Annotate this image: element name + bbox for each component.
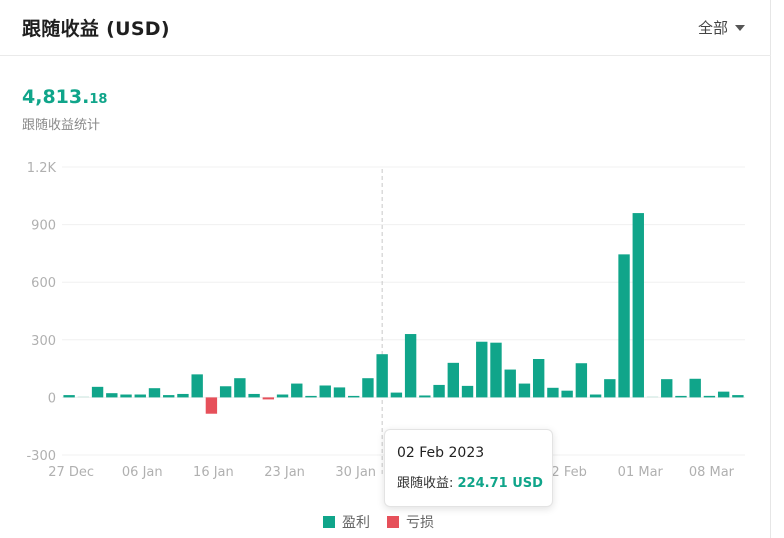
legend-label-loss: 亏损 <box>406 515 434 531</box>
profit-bar <box>376 354 388 398</box>
profit-bar <box>518 383 531 398</box>
loss-bar <box>262 397 275 400</box>
zero-bar <box>77 396 90 398</box>
total-earnings-value: 4,813.18 <box>22 86 107 108</box>
y-tick-label: 900 <box>31 219 56 234</box>
profit-bar <box>561 390 573 398</box>
profit-bar <box>163 395 175 398</box>
profit-bar <box>661 379 673 398</box>
profit-bar <box>589 394 602 398</box>
profit-bar <box>404 334 417 398</box>
profit-bar <box>632 213 644 398</box>
loss-bar <box>205 397 218 414</box>
legend-item-loss[interactable]: 亏损 <box>387 512 434 532</box>
profit-bar <box>319 385 331 398</box>
profit-bar <box>219 386 232 398</box>
profit-bar <box>248 393 260 398</box>
x-tick-label: 27 Dec <box>48 465 94 480</box>
x-tick-label: 30 Jan <box>335 465 376 480</box>
caret-down-icon <box>735 24 745 31</box>
profit-bar <box>604 379 616 398</box>
profit-bar <box>461 385 474 398</box>
legend-label-profit: 盈利 <box>342 515 370 531</box>
legend-item-profit[interactable]: 盈利 <box>323 512 370 532</box>
x-tick-label: 01 Mar <box>618 465 664 480</box>
profit-bar <box>547 387 559 398</box>
profit-bar <box>106 393 118 398</box>
profit-bar <box>532 359 545 398</box>
profit-bar <box>177 393 189 398</box>
total-earnings-label: 跟随收益统计 <box>22 118 101 133</box>
x-tick-label: 06 Jan <box>122 465 163 480</box>
total-earnings-integer: 4,813. <box>22 86 90 108</box>
profit-bar <box>276 394 289 398</box>
y-tick-label: 300 <box>31 334 56 349</box>
profit-bar <box>291 383 303 398</box>
profit-bar <box>703 395 716 398</box>
profit-bar <box>433 384 445 398</box>
profit-bar <box>333 387 346 398</box>
profit-bar <box>63 395 75 398</box>
chart-tooltip: 02 Feb 2023 跟随收益: 224.71 USD <box>384 429 553 507</box>
profit-bar <box>234 378 246 398</box>
profit-bar <box>618 254 630 398</box>
profit-bar <box>717 391 730 398</box>
x-tick-label: 08 Mar <box>689 465 735 480</box>
profit-bar <box>191 374 203 398</box>
period-filter-label: 全部 <box>697 19 728 37</box>
profit-bar <box>305 395 317 398</box>
x-tick-label: 23 Jan <box>264 465 305 480</box>
profit-bar <box>91 386 104 398</box>
profit-bar <box>362 378 374 398</box>
profit-bar <box>490 342 502 398</box>
page-title: 跟随收益 (USD) <box>22 18 170 40</box>
profit-bar <box>390 392 403 398</box>
profit-bar <box>476 341 488 398</box>
y-tick-label: -300 <box>26 449 56 464</box>
y-tick-label: 0 <box>48 391 56 406</box>
zero-bar <box>646 396 659 398</box>
profit-bar <box>689 378 701 398</box>
profit-bar <box>148 388 161 398</box>
card-header: 跟随收益 (USD) 全部 <box>0 0 771 56</box>
legend-swatch-loss <box>387 516 399 528</box>
earnings-bar-chart[interactable]: -300 0 300 600 900 1.2K 27 Dec 06 Jan 16 Jan 23 J… <box>0 150 771 495</box>
x-tick-label: 16 Jan <box>193 465 234 480</box>
y-tick-label: 1.2K <box>27 161 57 176</box>
period-filter-dropdown[interactable]: 全部 <box>698 17 745 38</box>
profit-bar <box>447 362 459 398</box>
tooltip-label: 跟随收益: <box>397 476 458 491</box>
profit-bar <box>348 395 360 398</box>
profit-bar <box>504 369 516 398</box>
tooltip-value: 224.71 USD <box>457 476 543 491</box>
profit-bar <box>120 394 132 398</box>
chart-legend: 盈利 亏损 <box>323 512 451 532</box>
tooltip-row: 跟随收益: 224.71 USD <box>397 472 543 491</box>
x-tick-label: 2 Feb <box>551 465 586 480</box>
legend-swatch-profit <box>323 516 335 528</box>
total-earnings-decimal: 18 <box>89 92 108 107</box>
profit-bar <box>675 395 687 398</box>
profit-bar <box>419 395 431 398</box>
profit-bar <box>575 363 588 398</box>
profit-bar <box>134 394 146 398</box>
profit-bar <box>732 395 744 398</box>
y-tick-label: 600 <box>31 276 56 291</box>
tooltip-date: 02 Feb 2023 <box>397 445 485 461</box>
